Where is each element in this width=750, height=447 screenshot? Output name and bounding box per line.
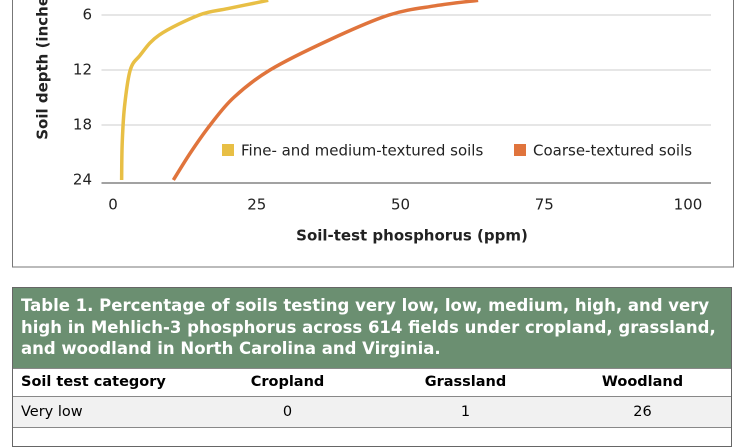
x-tick-label: 75 [535,196,554,214]
cell: 1 [460,403,471,420]
x-tick-label: 100 [674,196,703,214]
legend-swatch [222,144,234,156]
x-tick-label: 50 [391,196,410,214]
table: Table 1. Percentage of soils testing ver… [12,287,732,447]
y-tick-label: 24 [73,171,92,189]
header-row: Soil test category Cropland Grassland Wo… [13,367,731,396]
cell: 0 [282,403,293,420]
column-header: Grassland [424,374,507,390]
y-axis-title: Soil depth (inches) [34,0,52,140]
table-title: Table 1. Percentage of soils testing ver… [13,288,731,368]
y-tick-label: 12 [73,61,92,79]
table-row: Very low 0 1 26 [13,395,731,428]
line-series [119,0,269,181]
column-header: Cropland [250,374,325,390]
x-tick-label: 0 [108,196,118,214]
page: Soil-test phosphorus (ppm) Soil depth (i… [12,0,734,447]
column-header: Soil test category [21,374,166,390]
legend-label: Coarse-textured soils [533,142,692,160]
x-tick-label: 25 [247,196,266,214]
chart-frame [12,0,734,268]
cell: Very low [21,403,83,420]
chart: Soil-test phosphorus (ppm) Soil depth (i… [12,0,734,268]
y-tick-label: 6 [82,6,92,24]
line-series [171,0,479,181]
legend-swatch [514,144,526,156]
cell: 26 [633,403,652,420]
x-axis-title: Soil-test phosphorus (ppm) [296,227,528,245]
y-tick-label: 18 [73,116,92,134]
column-header: Woodland [601,374,684,390]
legend-label: Fine- and medium-textured soils [241,142,483,160]
